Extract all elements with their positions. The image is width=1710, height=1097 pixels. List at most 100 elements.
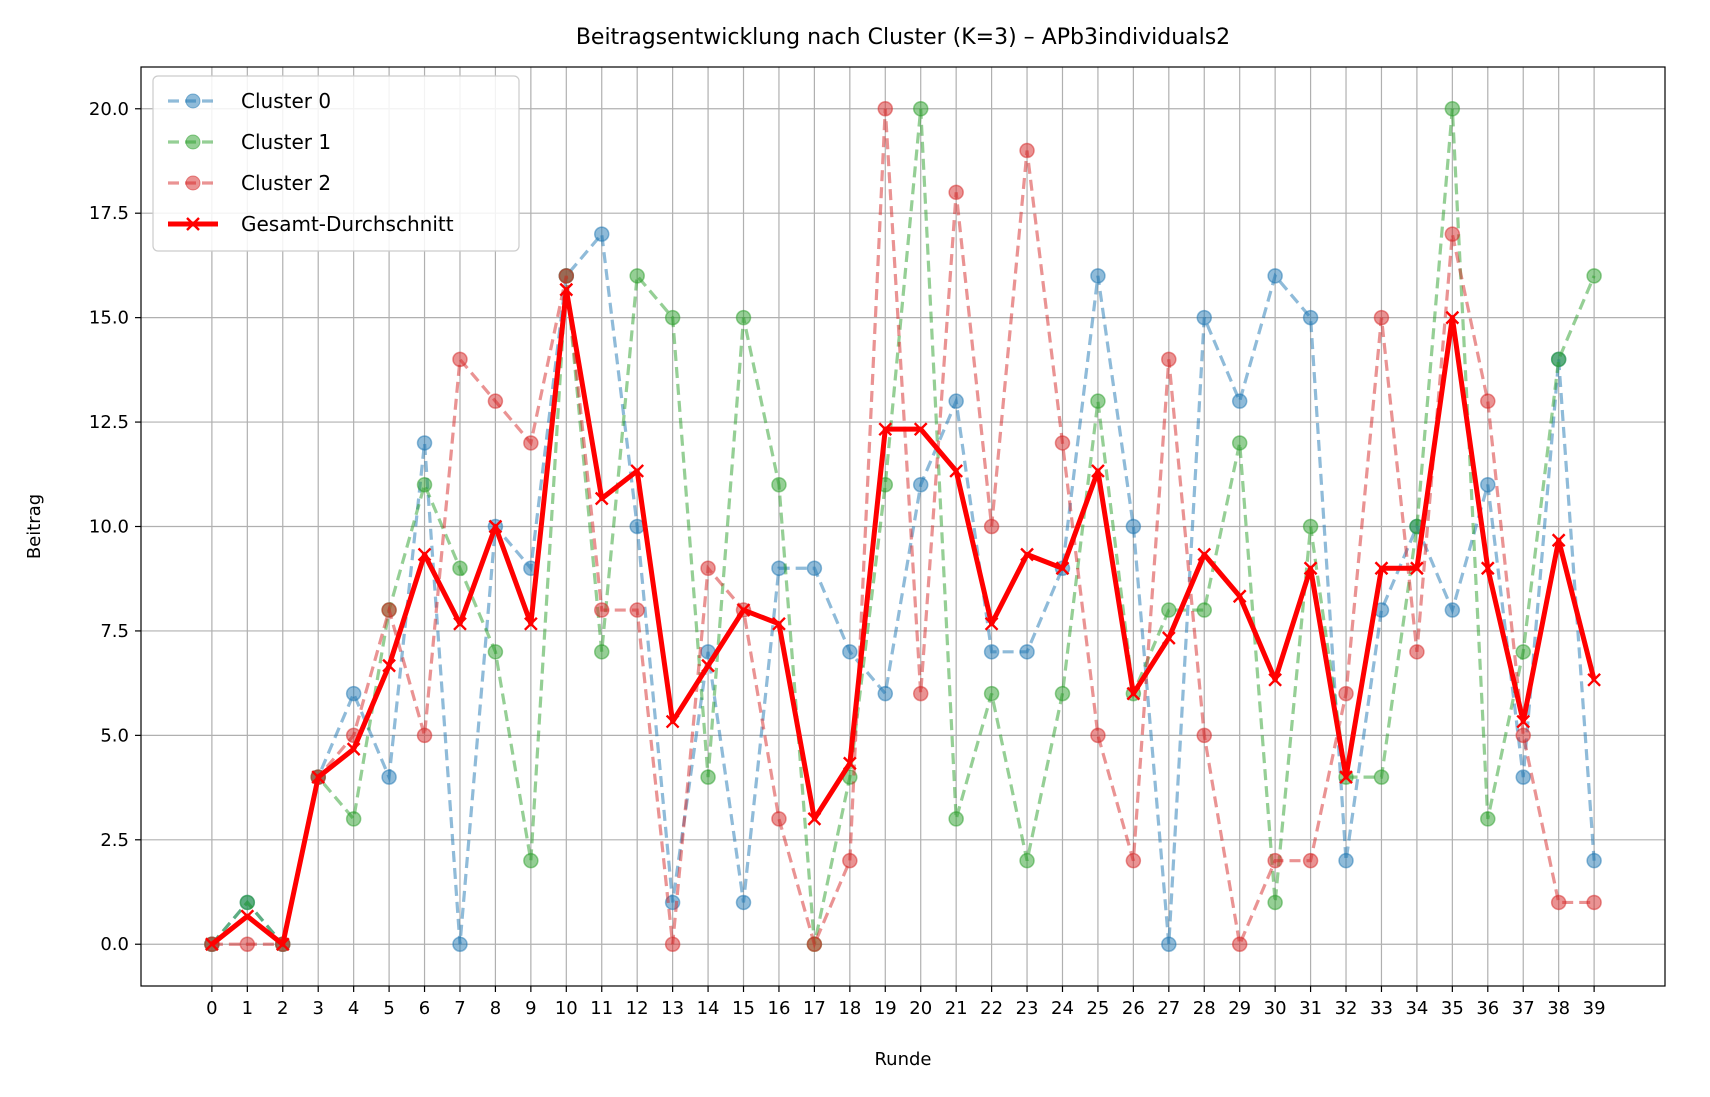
data-point: [240, 909, 255, 924]
legend-label: Cluster 0: [241, 89, 331, 113]
data-point: [1515, 644, 1531, 660]
x-tick-label: 17: [803, 998, 826, 1019]
x-tick-label: 13: [661, 998, 684, 1019]
y-tick-label: 15.0: [89, 308, 129, 329]
data-point: [948, 184, 964, 201]
data-point: [381, 769, 397, 785]
data-point: [1302, 309, 1319, 326]
data-point: [877, 101, 894, 117]
data-point: [1551, 533, 1566, 548]
data-point: [1020, 547, 1034, 562]
data-point: [771, 476, 787, 493]
data-point: [1267, 852, 1283, 869]
x-tick-label: 0: [206, 998, 217, 1019]
data-point: [346, 742, 361, 756]
data-point: [878, 422, 893, 437]
series-line: [211, 108, 1595, 950]
data-point: [1197, 547, 1212, 562]
data-point: [275, 937, 290, 952]
data-point: [948, 811, 964, 827]
data-point: [1126, 686, 1141, 701]
data-point: [842, 756, 857, 771]
data-point: [1444, 101, 1461, 117]
data-point: [772, 616, 786, 631]
x-tick-label: 1: [242, 998, 253, 1019]
data-point: [1516, 714, 1531, 729]
data-point: [983, 518, 1000, 535]
data-point: [1302, 518, 1319, 535]
x-tick-label: 4: [348, 998, 359, 1019]
data-point: [664, 936, 681, 952]
x-tick-label: 22: [980, 998, 1003, 1019]
data-point: [735, 894, 752, 911]
data-point: [416, 727, 433, 744]
data-point: [1125, 852, 1142, 869]
x-tick-label: 32: [1335, 998, 1358, 1019]
data-point: [1019, 852, 1035, 869]
data-point: [1196, 727, 1213, 744]
x-tick-label: 8: [490, 998, 501, 1019]
data-point: [1302, 852, 1319, 869]
legend: Cluster 0 Cluster 1 Cluster 2 Gesamt-Durchs…: [152, 75, 520, 252]
data-point: [239, 894, 256, 911]
data-point: [1444, 602, 1461, 618]
data-point: [1373, 309, 1390, 326]
x-tick-label: 39: [1583, 998, 1606, 1019]
x-tick-label: 33: [1370, 998, 1393, 1019]
data-point: [1232, 589, 1247, 604]
x-tick-label: 11: [590, 998, 613, 1019]
data-point: [1374, 561, 1389, 576]
data-point: [806, 936, 823, 952]
data-point: [558, 268, 575, 284]
data-point: [1445, 310, 1460, 325]
data-point: [771, 811, 787, 827]
data-point: [1161, 602, 1177, 618]
data-point: [912, 476, 929, 493]
data-point: [239, 936, 256, 952]
data-point: [487, 644, 504, 660]
series-line: [210, 230, 1596, 948]
data-point: [1161, 936, 1177, 952]
data-point: [700, 769, 716, 785]
x-tick-label: 19: [874, 998, 897, 1019]
data-point: [524, 616, 538, 631]
data-point: [1550, 894, 1567, 911]
series-line: [210, 287, 1597, 947]
x-tick-label: 2: [277, 998, 288, 1019]
data-point: [1054, 685, 1071, 702]
x-tick-label: 7: [454, 998, 465, 1019]
legend-marker: [185, 175, 201, 191]
data-point: [1196, 309, 1213, 326]
x-tick-label: 27: [1157, 998, 1180, 1019]
legend-box: [152, 75, 520, 252]
y-tick-label: 5.0: [100, 725, 129, 746]
data-point: [593, 644, 610, 660]
data-point: [382, 658, 396, 673]
y-tick-label: 17.5: [89, 203, 129, 224]
data-point: [593, 226, 610, 242]
data-point: [559, 282, 574, 297]
x-tick-label: 15: [732, 998, 755, 1019]
data-point: [1161, 631, 1176, 645]
data-point: [1373, 769, 1390, 785]
y-tick-label: 10.0: [89, 517, 129, 538]
x-tick-label: 29: [1228, 998, 1251, 1019]
data-point: [1231, 393, 1248, 409]
data-point: [1161, 351, 1177, 368]
series-line: [210, 108, 1596, 948]
legend-marker: [185, 93, 201, 109]
data-point: [1480, 476, 1496, 493]
chart-title: Beitragsentwicklung nach Cluster (K=3) –…: [576, 25, 1230, 50]
data-point: [1550, 351, 1567, 368]
x-tick-label: 10: [555, 998, 578, 1019]
data-point: [1196, 602, 1213, 618]
x-tick-label: 25: [1086, 998, 1109, 1019]
data-point: [983, 685, 1000, 702]
data-point: [1338, 685, 1354, 702]
data-point: [665, 714, 680, 729]
data-point: [948, 393, 964, 409]
data-point: [842, 644, 858, 660]
data-point: [452, 560, 468, 577]
data-point: [1480, 811, 1496, 827]
